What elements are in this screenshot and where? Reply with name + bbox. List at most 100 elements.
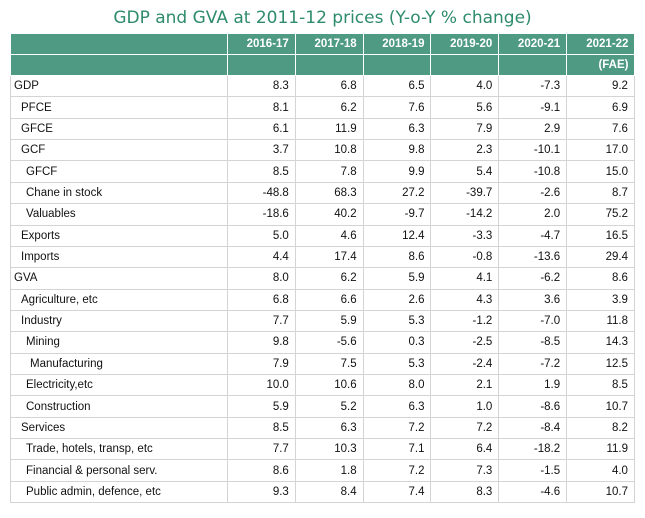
value-cell: 8.3 — [227, 74, 296, 98]
row-label: Electricity,etc — [10, 374, 228, 397]
value-cell: 5.3 — [362, 309, 432, 333]
value-cell: 17.4 — [294, 245, 364, 269]
value-cell: -5.6 — [294, 331, 364, 354]
table-row: PFCE 8.1 6.2 7.6 5.6 -9.1 6.9 — [10, 96, 635, 119]
row-label: PFCE — [10, 96, 228, 119]
value-cell: 16.5 — [566, 224, 635, 247]
value-cell: 5.4 — [430, 160, 500, 183]
row-label: Manufacturing — [10, 352, 228, 376]
value-cell: 4.6 — [294, 224, 364, 247]
value-cell: 10.0 — [227, 374, 296, 397]
value-cell: 27.2 — [362, 181, 432, 205]
value-cell: 5.9 — [294, 309, 364, 333]
value-cell: 6.8 — [294, 74, 364, 98]
value-cell: 4.3 — [430, 288, 500, 311]
column-header: 2019-20 — [430, 34, 499, 55]
value-cell: 8.1 — [227, 96, 296, 119]
row-label: Public admin, defence, etc — [10, 480, 228, 504]
value-cell: 7.2 — [430, 416, 500, 440]
row-label: Exports — [10, 224, 228, 247]
value-cell: -2.5 — [430, 331, 500, 354]
value-cell: 6.2 — [294, 267, 364, 290]
value-cell: 6.5 — [362, 74, 432, 98]
row-label: GVA — [10, 267, 228, 290]
value-cell: 6.1 — [227, 117, 296, 141]
value-cell: 2.1 — [430, 374, 500, 397]
value-cell: 7.9 — [227, 352, 296, 376]
value-cell: -3.3 — [430, 224, 500, 247]
value-cell: 7.3 — [430, 459, 500, 482]
table-row: GFCF 8.5 7.8 9.9 5.4 -10.8 15.0 — [10, 160, 635, 183]
value-cell: 68.3 — [294, 181, 364, 205]
header-row: 2016-17 2017-18 2018-19 2019-20 2020-21 … — [10, 34, 635, 55]
value-cell: -10.8 — [498, 160, 568, 183]
value-cell: 9.8 — [362, 139, 432, 162]
value-cell: -13.6 — [498, 245, 568, 269]
value-cell: 8.5 — [566, 374, 635, 397]
value-cell: 9.2 — [566, 74, 635, 98]
value-cell: -10.1 — [498, 139, 568, 162]
table-row: Exports 5.0 4.6 12.4 -3.3 -4.7 16.5 — [10, 224, 635, 247]
value-cell: 5.0 — [227, 224, 296, 247]
value-cell: 11.9 — [294, 117, 364, 141]
value-cell: -8.5 — [498, 331, 568, 354]
value-cell: 8.5 — [227, 160, 296, 183]
value-cell: 15.0 — [566, 160, 635, 183]
column-header: 2021-22 — [566, 34, 635, 55]
row-label: Construction — [10, 395, 228, 418]
value-cell: 75.2 — [566, 203, 635, 226]
table-row: Industry 7.7 5.9 5.3 -1.2 -7.0 11.8 — [10, 309, 635, 333]
table-row: Agriculture, etc 6.8 6.6 2.6 4.3 3.6 3.9 — [10, 288, 635, 311]
table-row: Financial & personal serv. 8.6 1.8 7.2 7.3 -1… — [10, 459, 635, 482]
value-cell: 6.2 — [294, 96, 364, 119]
row-label: Services — [10, 416, 228, 440]
value-cell: 3.9 — [566, 288, 635, 311]
value-cell: -1.2 — [430, 309, 500, 333]
subheader-cell: (FAE) — [566, 54, 635, 76]
table-row: Manufacturing 7.9 7.5 5.3 -2.4 -7.2 12.5 — [10, 352, 635, 376]
value-cell: 6.8 — [227, 288, 296, 311]
value-cell: -9.7 — [362, 203, 432, 226]
value-cell: 7.4 — [362, 480, 432, 504]
value-cell: 11.9 — [566, 438, 635, 461]
table-row: Mining 9.8 -5.6 0.3 -2.5 -8.5 14.3 — [10, 331, 635, 354]
value-cell: 14.3 — [566, 331, 635, 354]
value-cell: 2.0 — [498, 203, 568, 226]
value-cell: -4.6 — [498, 480, 568, 504]
value-cell: 2.9 — [498, 117, 568, 141]
subheader-cell — [498, 54, 567, 76]
value-cell: 9.8 — [227, 331, 296, 354]
value-cell: 4.1 — [430, 267, 500, 290]
row-label: Agriculture, etc — [10, 288, 228, 311]
value-cell: 7.7 — [227, 438, 296, 461]
value-cell: 7.8 — [294, 160, 364, 183]
row-label: Trade, hotels, transp, etc — [10, 438, 228, 461]
value-cell: 11.8 — [566, 309, 635, 333]
table-title: GDP and GVA at 2011-12 prices (Y-o-Y % c… — [113, 8, 532, 28]
value-cell: 7.9 — [430, 117, 500, 141]
value-cell: 9.3 — [227, 480, 296, 504]
row-label: Valuables — [10, 203, 228, 226]
value-cell: 6.9 — [566, 96, 635, 119]
value-cell: -7.3 — [498, 74, 568, 98]
subheader-row: (FAE) — [10, 54, 635, 76]
value-cell: 8.2 — [566, 416, 635, 440]
gdp-gva-table: 2016-17 2017-18 2018-19 2019-20 2020-21 … — [10, 34, 635, 504]
subheader-cell — [10, 54, 228, 76]
value-cell: 5.9 — [227, 395, 296, 418]
subheader-cell — [227, 54, 296, 76]
value-cell: -6.2 — [498, 267, 568, 290]
table-row: Imports 4.4 17.4 8.6 -0.8 -13.6 29.4 — [10, 245, 635, 269]
value-cell: 5.9 — [362, 267, 432, 290]
value-cell: -18.6 — [227, 203, 296, 226]
row-label: Mining — [10, 331, 228, 354]
value-cell: 7.1 — [362, 438, 432, 461]
value-cell: 3.7 — [227, 139, 296, 162]
table-row: Chane in stock -48.8 68.3 27.2 -39.7 -2.6 8.7 — [10, 181, 635, 205]
value-cell: 6.4 — [430, 438, 500, 461]
value-cell: 6.3 — [294, 416, 364, 440]
column-header: 2016-17 — [227, 34, 296, 55]
value-cell: -18.2 — [498, 438, 568, 461]
value-cell: -7.2 — [498, 352, 568, 376]
value-cell: 8.5 — [227, 416, 296, 440]
